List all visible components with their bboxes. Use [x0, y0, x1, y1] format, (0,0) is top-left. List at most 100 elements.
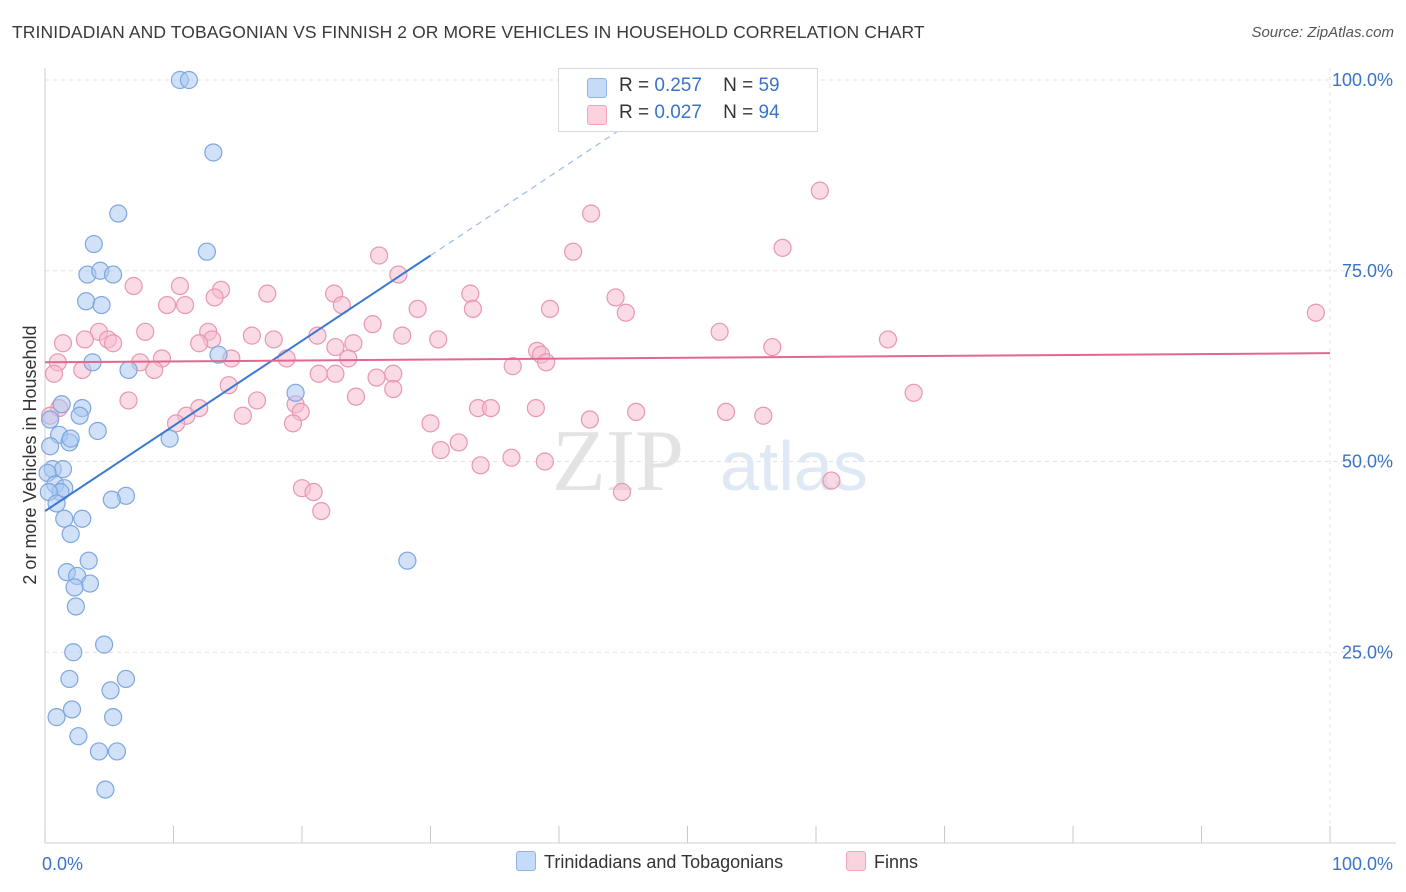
trinidadians-point — [95, 635, 114, 654]
trinidadians-point — [66, 597, 85, 616]
finns-point — [283, 414, 303, 433]
trinidadians-point — [53, 460, 73, 479]
bottom-legend-label: Trinidadians and Tobagonians — [544, 852, 784, 872]
legend-n-label: N = — [723, 75, 754, 96]
trinidadians-point — [286, 383, 305, 402]
y-tick-label: 100.0% — [1332, 70, 1393, 90]
bottom-legend-swatch-pink — [846, 851, 866, 871]
finns-point — [367, 368, 386, 387]
finns-point — [136, 322, 155, 341]
finns-point — [75, 330, 94, 349]
finns-point — [763, 337, 782, 357]
trinidadians-point — [77, 292, 96, 311]
trinidadians-trend-line — [44, 254, 432, 512]
trinidadians-point — [47, 708, 66, 727]
finns-point — [526, 398, 545, 418]
trinidadians-point — [101, 681, 120, 700]
finns-point — [612, 482, 632, 502]
watermark-atlas: atlas — [720, 427, 868, 505]
trinidadians-point — [92, 295, 111, 315]
finns-point — [502, 448, 521, 467]
trinidadians-point — [119, 360, 138, 380]
finns-point — [258, 284, 277, 303]
finns-point — [384, 379, 403, 399]
finns-point — [461, 284, 480, 303]
trinidadians-point — [109, 204, 128, 223]
y-tick-label: 50.0% — [1342, 452, 1393, 472]
trinidadians-point — [104, 708, 123, 727]
finns-point — [205, 288, 224, 307]
finns-point — [393, 326, 412, 345]
finns-point — [503, 357, 522, 376]
legend-swatch-pink — [587, 105, 607, 125]
bottom-legend-label: Finns — [874, 852, 919, 872]
trinidadians-point — [107, 742, 127, 761]
trinidadians-points — [38, 70, 417, 799]
bottom-legend-trinidadians: Trinidadians and Tobagonians — [516, 851, 783, 873]
trinidadians-point — [84, 234, 103, 254]
x-tick-label: 100.0% — [1332, 854, 1393, 874]
finns-point — [309, 364, 328, 383]
finns-point — [44, 364, 64, 383]
finns-point — [145, 360, 164, 380]
finns-point — [124, 276, 143, 296]
trinidadians-point — [41, 410, 60, 429]
finns-point — [540, 299, 560, 318]
bottom-legend-finns: Finns — [846, 851, 918, 873]
trinidadians-point — [61, 524, 80, 544]
chart-title: TRINIDADIAN AND TOBAGONIAN VS FINNISH 2 … — [12, 22, 925, 42]
finns-point — [904, 383, 923, 402]
trinidadians-point — [88, 421, 107, 441]
trinidadians-point — [197, 242, 217, 261]
finns-point — [344, 334, 363, 353]
y-axis-label: 2 or more Vehicles in Household — [20, 325, 40, 584]
finns-point — [773, 238, 792, 257]
trinidadians-point — [204, 143, 223, 162]
trinidadians-point — [41, 437, 60, 456]
finns-point — [1306, 303, 1325, 322]
finns-point — [421, 414, 440, 433]
finns-point — [326, 364, 345, 383]
finns-point — [716, 402, 736, 422]
tick-labels: 25.0% 50.0% 75.0% 100.0% 0.0% 100.0% — [42, 70, 1393, 874]
trinidadians-point — [55, 509, 74, 528]
finns-point — [370, 246, 389, 265]
finns-point — [277, 349, 296, 368]
trinidadians-point — [398, 551, 417, 570]
finns-point — [471, 456, 490, 475]
finns-point — [384, 364, 403, 383]
finns-trend-line — [44, 352, 1331, 364]
finns-point — [463, 299, 483, 318]
legend-n-value: 59 — [758, 75, 780, 96]
trinidadians-point — [116, 669, 136, 689]
trinidadians-point — [70, 406, 89, 425]
finns-point — [326, 337, 345, 357]
trinidadians-point — [64, 643, 83, 662]
finns-point — [431, 440, 450, 460]
bottom-legend-swatch-blue — [516, 851, 536, 871]
finns-point — [710, 322, 729, 341]
legend-n-value: 94 — [758, 102, 780, 123]
finns-point — [606, 288, 625, 307]
trinidadians-point — [52, 395, 71, 414]
trinidadians-point — [89, 742, 109, 761]
finns-point — [878, 330, 898, 349]
legend-swatch-blue — [587, 78, 607, 98]
watermark: ZIP atlas — [552, 413, 868, 510]
trinidadians-point — [179, 70, 199, 90]
grid-lines — [45, 68, 1390, 843]
trinidadians-point — [62, 700, 82, 719]
axes — [44, 68, 1396, 844]
trinidadians-point — [80, 574, 100, 593]
finns-point — [190, 334, 209, 353]
finns-point — [626, 402, 646, 422]
trinidadians-point — [160, 429, 179, 448]
finns-point — [754, 406, 773, 425]
finns-point — [564, 242, 583, 261]
finns-point — [537, 353, 556, 372]
finns-point — [219, 376, 238, 395]
trinidadians-point — [61, 429, 80, 448]
finns-point — [582, 204, 601, 223]
finns-point — [449, 433, 468, 452]
